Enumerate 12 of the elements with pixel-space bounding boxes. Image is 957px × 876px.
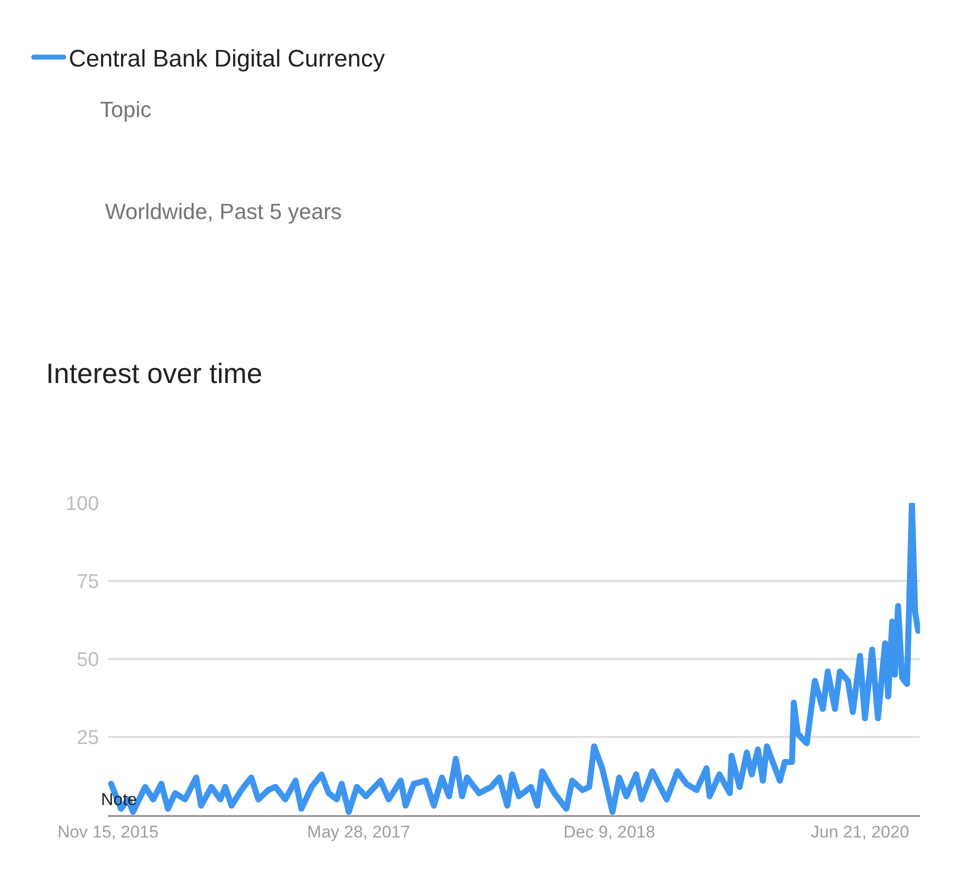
x-tick-label: Jun 21, 2020 (810, 822, 910, 842)
x-tick-label: Nov 15, 2015 (57, 822, 159, 842)
y-tick-label: 50 (76, 649, 99, 671)
chart-title: Interest over time (46, 358, 262, 389)
text: Worldwide, Past 5 years (105, 199, 342, 224)
y-tick-label: 25 (76, 727, 99, 749)
y-tick-label: 75 (76, 571, 99, 593)
legend-label: Central Bank Digital Currency (68, 46, 385, 72)
y-tick-label: 100 (66, 493, 99, 515)
x-tick-label: Dec 9, 2018 (564, 822, 656, 842)
text: Topic (100, 97, 152, 122)
x-tick-label: May 28, 2017 (307, 822, 410, 842)
